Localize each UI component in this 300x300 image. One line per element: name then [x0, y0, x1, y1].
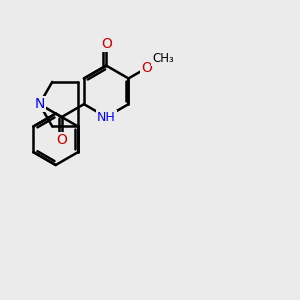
Text: O: O [101, 37, 112, 51]
Text: O: O [56, 133, 67, 147]
Text: O: O [141, 61, 152, 75]
Text: N: N [34, 97, 45, 111]
Text: CH₃: CH₃ [152, 52, 174, 65]
Text: NH: NH [97, 110, 116, 124]
